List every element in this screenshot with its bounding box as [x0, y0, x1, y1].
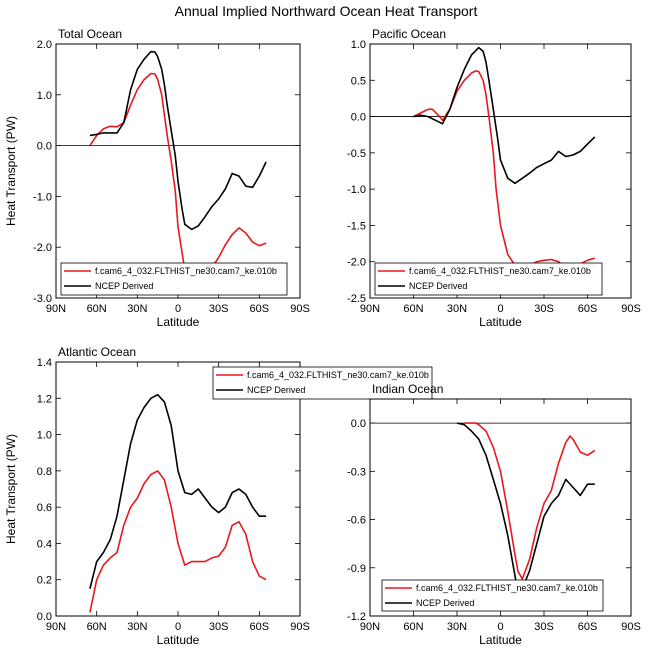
x-tick-label: 30S	[209, 303, 229, 315]
x-tick-label: 90S	[621, 621, 641, 633]
legend: f.cam6_4_032.FLTHIST_ne30.cam7_ke.010b NC…	[381, 579, 604, 612]
panel-2: 90N 60N 30N 0 30S 60S 90S 1.4 1.2 1.0 0.8 0.6 0.4 0.2…	[4, 345, 433, 647]
y-tick-label: -0.5	[347, 148, 366, 160]
y-tick-label: 0.2	[37, 575, 52, 587]
plot-frame	[369, 43, 632, 299]
y-tick-label: -2.5	[347, 293, 366, 305]
panel-0: 90N 60N 30N 0 30S 60S 90S 2.0 1.0 0.0 -1.0 -2.0 -3.0…	[4, 27, 310, 329]
y-tick-label: -2.0	[347, 257, 366, 269]
series-line-ncep	[89, 393, 267, 589]
y-tick-label: -2.0	[33, 242, 52, 254]
y-tick-label: 0.4	[37, 538, 52, 550]
y-tick-label: 1.4	[37, 357, 52, 369]
y-tick-label: -0.9	[347, 563, 366, 575]
y-tick-label: 1.0	[37, 430, 52, 442]
legend-box	[374, 262, 603, 296]
x-tick-label: 60N	[87, 621, 107, 633]
x-tick-label: 30S	[534, 303, 554, 315]
series-line-ncep	[89, 50, 267, 231]
legend-label: f.cam6_4_032.FLTHIST_ne30.cam7_ke.010b	[409, 266, 591, 276]
panel-title: Indian Ocean	[372, 382, 443, 396]
x-tick-label: 60S	[250, 303, 270, 315]
panel-1: 90N 60N 30N 0 30S 60S 90S 1.0 0.5 0.0 -0.5 -1.0 -1.5…	[347, 27, 641, 329]
x-axis-label: Latitude	[157, 633, 200, 647]
panel-title: Total Ocean	[58, 27, 122, 41]
y-tick-label: 0.0	[37, 611, 52, 623]
legend: f.cam6_4_032.FLTHIST_ne30.cam7_ke.010b NC…	[374, 262, 603, 296]
y-tick-label: -0.6	[347, 515, 366, 527]
y-tick-label: 1.2	[37, 393, 52, 405]
x-tick-label: 30S	[534, 621, 554, 633]
x-tick-label: 30N	[127, 303, 147, 315]
legend: f.cam6_4_032.FLTHIST_ne30.cam7_ke.010b NC…	[60, 262, 288, 296]
y-tick-label: -1.5	[347, 220, 366, 232]
x-tick-label: 60S	[250, 621, 270, 633]
plot-frame	[55, 43, 301, 299]
legend-label: f.cam6_4_032.FLTHIST_ne30.cam7_ke.010b	[416, 583, 598, 593]
x-tick-label: 30S	[209, 621, 229, 633]
y-tick-label: -1.2	[347, 611, 366, 623]
x-tick-label: 60S	[578, 621, 598, 633]
panel-3: 90N 60N 30N 0 30S 60S 90S 0.0 -0.3 -0.6 -0.9 -1.2 In…	[347, 382, 641, 647]
series-line-model	[413, 70, 596, 270]
x-tick-label: 60N	[403, 303, 423, 315]
x-tick-label: 60N	[87, 303, 107, 315]
legend-label: NCEP Derived	[95, 281, 153, 291]
y-tick-label: 0.6	[37, 502, 52, 514]
legend: f.cam6_4_032.FLTHIST_ne30.cam7_ke.010b NC…	[212, 366, 433, 400]
legend-label: NCEP Derived	[409, 281, 467, 291]
x-tick-label: 90S	[290, 303, 310, 315]
series-line-ncep	[456, 422, 595, 593]
panel-title: Atlantic Ocean	[58, 345, 136, 359]
legend-label: f.cam6_4_032.FLTHIST_ne30.cam7_ke.010b	[95, 266, 277, 276]
y-tick-label: -3.0	[33, 293, 52, 305]
x-tick-label: 90N	[46, 303, 66, 315]
panel-title: Pacific Ocean	[372, 27, 446, 41]
y-tick-label: 1.0	[37, 90, 52, 102]
y-tick-label: -1.0	[33, 191, 52, 203]
legend-label: f.cam6_4_032.FLTHIST_ne30.cam7_ke.010b	[247, 370, 429, 380]
x-tick-label: 0	[497, 303, 503, 315]
x-tick-label: 90N	[360, 303, 380, 315]
legend-box	[60, 262, 288, 296]
legend-label: NCEP Derived	[247, 385, 305, 395]
x-axis-label: Latitude	[157, 315, 200, 329]
y-axis-label: Heat Transport (PW)	[4, 116, 18, 226]
x-tick-label: 30N	[127, 621, 147, 633]
y-tick-label: 0.5	[351, 75, 366, 87]
y-axis-label: Heat Transport (PW)	[4, 434, 18, 544]
legend-label: NCEP Derived	[416, 598, 474, 608]
y-tick-label: 0.0	[351, 112, 366, 124]
y-tick-label: 0.0	[37, 141, 52, 153]
x-tick-label: 60S	[578, 303, 598, 315]
x-tick-label: 0	[175, 621, 181, 633]
y-tick-label: 0.8	[37, 466, 52, 478]
x-tick-label: 0	[497, 621, 503, 633]
y-tick-label: -0.3	[347, 466, 366, 478]
x-axis-label: Latitude	[479, 315, 522, 329]
figure-title: Annual Implied Northward Ocean Heat Tran…	[175, 3, 478, 19]
series-line-model	[464, 422, 596, 580]
legend-box	[381, 579, 604, 612]
x-tick-label: 30N	[447, 621, 467, 633]
x-axis-label: Latitude	[479, 633, 522, 647]
x-tick-label: 90S	[290, 621, 310, 633]
x-tick-label: 30N	[447, 303, 467, 315]
legend-box	[212, 366, 433, 400]
x-tick-label: 0	[175, 303, 181, 315]
series-line-model	[89, 470, 267, 613]
series-line-ncep	[413, 46, 596, 185]
x-tick-label: 90N	[360, 621, 380, 633]
x-tick-label: 90N	[46, 621, 66, 633]
y-tick-label: 0.0	[351, 418, 366, 430]
y-tick-label: 1.0	[351, 39, 366, 51]
y-tick-label: 2.0	[37, 39, 52, 51]
y-tick-label: -1.0	[347, 184, 366, 196]
x-tick-label: 90S	[621, 303, 641, 315]
x-tick-label: 60N	[403, 621, 423, 633]
